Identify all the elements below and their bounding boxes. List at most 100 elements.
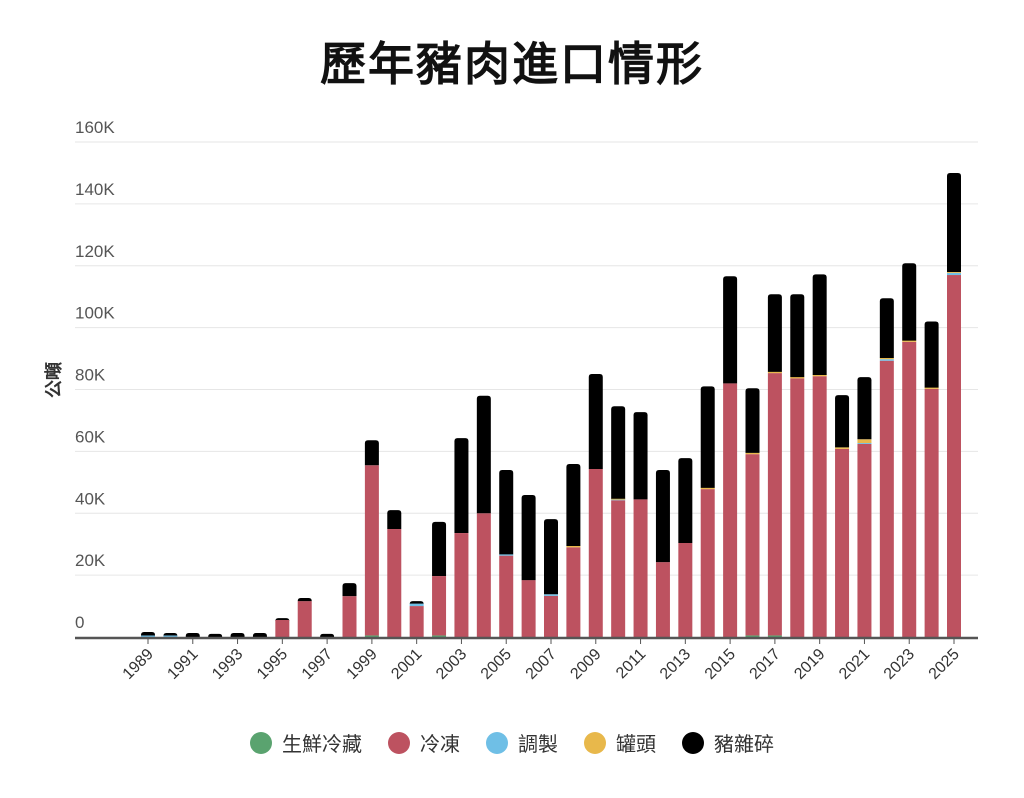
bar-segment	[364, 635, 379, 637]
legend-item[interactable]: 冷凍	[388, 728, 460, 757]
bar-1990	[163, 632, 178, 637]
x-tick-label: 2019	[791, 646, 828, 683]
bar-2021	[857, 377, 872, 637]
bar-segment	[185, 632, 200, 637]
bar-segment	[812, 374, 827, 377]
bar-1991	[185, 632, 200, 637]
x-tick-label: 2021	[836, 646, 873, 683]
bar-2012	[655, 469, 670, 637]
bar-segment	[432, 521, 447, 577]
bar-segment	[611, 498, 626, 500]
bar-segment	[947, 272, 961, 276]
y-tick-label: 0	[75, 613, 84, 632]
bar-segment	[745, 454, 760, 636]
bar-segment	[588, 469, 603, 637]
x-tick-label: 2005	[478, 646, 515, 683]
legend: 生鮮冷藏 冷凍 調製 罐頭 豬雜碎	[0, 728, 1024, 757]
bar-segment	[432, 635, 447, 637]
legend-label: 罐頭	[616, 732, 656, 756]
bar-segment	[767, 373, 782, 636]
bar-segment	[364, 465, 379, 636]
bar-segment	[499, 555, 514, 637]
x-tick-label: 1991	[164, 646, 201, 683]
bar-segment	[499, 469, 514, 555]
x-tick-label: 2003	[433, 646, 470, 683]
bar-segment	[700, 489, 715, 637]
bar-segment	[767, 294, 782, 372]
legend-item[interactable]: 生鮮冷藏	[250, 728, 362, 757]
bar-2011	[633, 412, 648, 637]
bar-1996	[297, 598, 312, 637]
bar-segment	[320, 633, 335, 637]
bar-segment	[275, 618, 290, 622]
y-tick-label: 80K	[75, 366, 106, 385]
bar-2017	[767, 294, 782, 637]
bar-segment	[835, 395, 850, 448]
bar-segment	[678, 542, 693, 637]
bar-segment	[297, 601, 312, 637]
bar-segment	[521, 494, 536, 581]
bar-segment	[342, 583, 357, 597]
bar-segment	[275, 619, 290, 637]
bar-1992	[208, 633, 223, 637]
bar-2023	[902, 263, 917, 637]
bar-1994	[252, 632, 267, 637]
x-tick-label: 1997	[299, 646, 336, 683]
bar-2016	[745, 388, 760, 637]
x-tick-label: 1999	[344, 646, 381, 683]
bar-segment	[163, 632, 178, 636]
bar-segment	[857, 439, 872, 444]
bar-segment	[364, 440, 379, 466]
bar-segment	[409, 601, 424, 605]
legend-label: 豬雜碎	[714, 732, 774, 756]
bar-segment	[745, 452, 760, 455]
bar-segment	[767, 371, 782, 374]
bar-segment	[611, 500, 626, 637]
bar-2025	[947, 172, 961, 637]
bar-segment	[790, 376, 805, 379]
bar-segment	[879, 359, 894, 361]
bar-segment	[387, 529, 402, 637]
bar-2001	[409, 601, 424, 637]
bar-2002	[432, 521, 447, 637]
legend-item[interactable]: 豬雜碎	[682, 728, 774, 757]
bar-segment	[141, 632, 155, 636]
bar-2018	[790, 294, 805, 637]
x-tick-label: 1995	[254, 646, 291, 683]
bar-2006	[521, 494, 536, 637]
bar-1989	[141, 632, 155, 637]
y-tick-label: 40K	[75, 489, 106, 508]
bar-segment	[879, 298, 894, 358]
bar-2019	[812, 274, 827, 637]
y-tick-label: 100K	[75, 304, 115, 323]
bar-segment	[633, 412, 648, 500]
bar-2024	[924, 321, 939, 637]
bar-segment	[745, 635, 760, 637]
bar-2009	[588, 374, 603, 637]
bar-segment	[947, 275, 961, 637]
bar-segment	[454, 438, 469, 534]
bar-2005	[499, 469, 514, 637]
bar-segment	[409, 606, 424, 637]
bar-1995	[275, 618, 290, 637]
bar-segment	[723, 383, 738, 637]
bar-segment	[633, 499, 648, 637]
bar-segment	[947, 172, 961, 272]
bar-segment	[812, 274, 827, 375]
bar-segment	[499, 554, 514, 556]
bar-segment	[700, 487, 715, 490]
legend-item[interactable]: 調製	[486, 728, 558, 757]
legend-marker-icon	[250, 731, 272, 754]
legend-item[interactable]: 罐頭	[584, 728, 656, 757]
bar-2004	[476, 395, 491, 637]
bar-2015	[723, 276, 738, 637]
bar-2008	[566, 464, 581, 637]
legend-label: 調製	[518, 732, 558, 756]
bar-segment	[588, 374, 603, 470]
bar-2013	[678, 458, 693, 637]
bar-segment	[566, 545, 581, 548]
bar-segment	[409, 603, 424, 607]
legend-label: 冷凍	[420, 732, 460, 756]
bar-segment	[544, 595, 558, 637]
x-tick-label: 1989	[120, 646, 157, 683]
